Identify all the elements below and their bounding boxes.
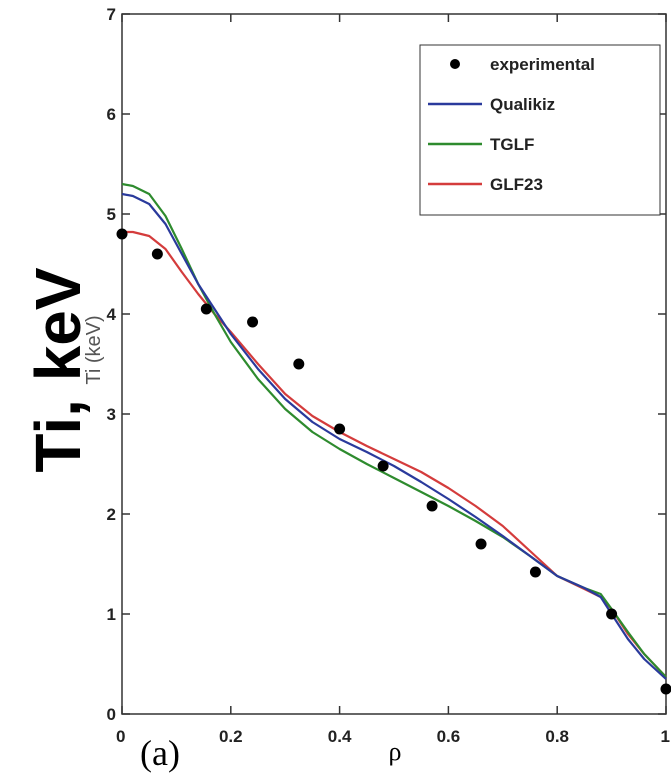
x-axis-label: ρ [389, 737, 402, 766]
data-point [475, 538, 487, 550]
data-point [606, 608, 618, 620]
x-tick-label: 0.8 [545, 727, 569, 746]
x-tick-label: 0 [116, 727, 125, 746]
series-line-qualikiz [121, 192, 667, 680]
data-point [116, 228, 128, 240]
x-tick-label: 0.2 [219, 727, 243, 746]
y-tick-label: 4 [107, 305, 117, 324]
ylabel-overlay: Ti, keV [22, 267, 94, 472]
data-point [151, 248, 163, 260]
data-point [200, 303, 212, 315]
y-tick-label: 2 [107, 505, 116, 524]
tick-labels: 0 1 2 3 4 5 6 7 0 0.2 0.4 0.6 0.8 1 [107, 5, 670, 746]
series-line-tglf [121, 182, 667, 678]
experimental-points [116, 228, 671, 695]
y-tick-label: 5 [107, 205, 116, 224]
x-tick-label: 0.6 [437, 727, 461, 746]
legend: experimental Qualikiz TGLF GLF23 [419, 44, 661, 216]
y-tick-label: 6 [107, 105, 116, 124]
ylabel-faint: Ti (keV) [83, 315, 105, 384]
y-tick-label: 1 [107, 605, 116, 624]
legend-label: experimental [490, 55, 595, 74]
series-lines [121, 182, 667, 680]
y-tick-label: 7 [107, 5, 116, 24]
data-point [426, 500, 438, 512]
legend-box [419, 44, 661, 216]
data-point [529, 566, 541, 578]
data-point [247, 316, 259, 328]
data-point [334, 423, 346, 435]
legend-label: TGLF [490, 135, 534, 154]
y-tick-label: 0 [107, 705, 116, 724]
data-point [660, 683, 671, 695]
legend-label: GLF23 [490, 175, 543, 194]
legend-marker-experimental [450, 59, 460, 69]
ticks [121, 13, 667, 715]
panel-label: (a) [140, 733, 180, 773]
y-tick-label: 3 [107, 405, 116, 424]
x-tick-label: 1 [661, 727, 670, 746]
data-point [377, 460, 389, 472]
data-point [293, 358, 305, 370]
x-tick-label: 0.4 [328, 727, 352, 746]
legend-label: Qualikiz [490, 95, 555, 114]
